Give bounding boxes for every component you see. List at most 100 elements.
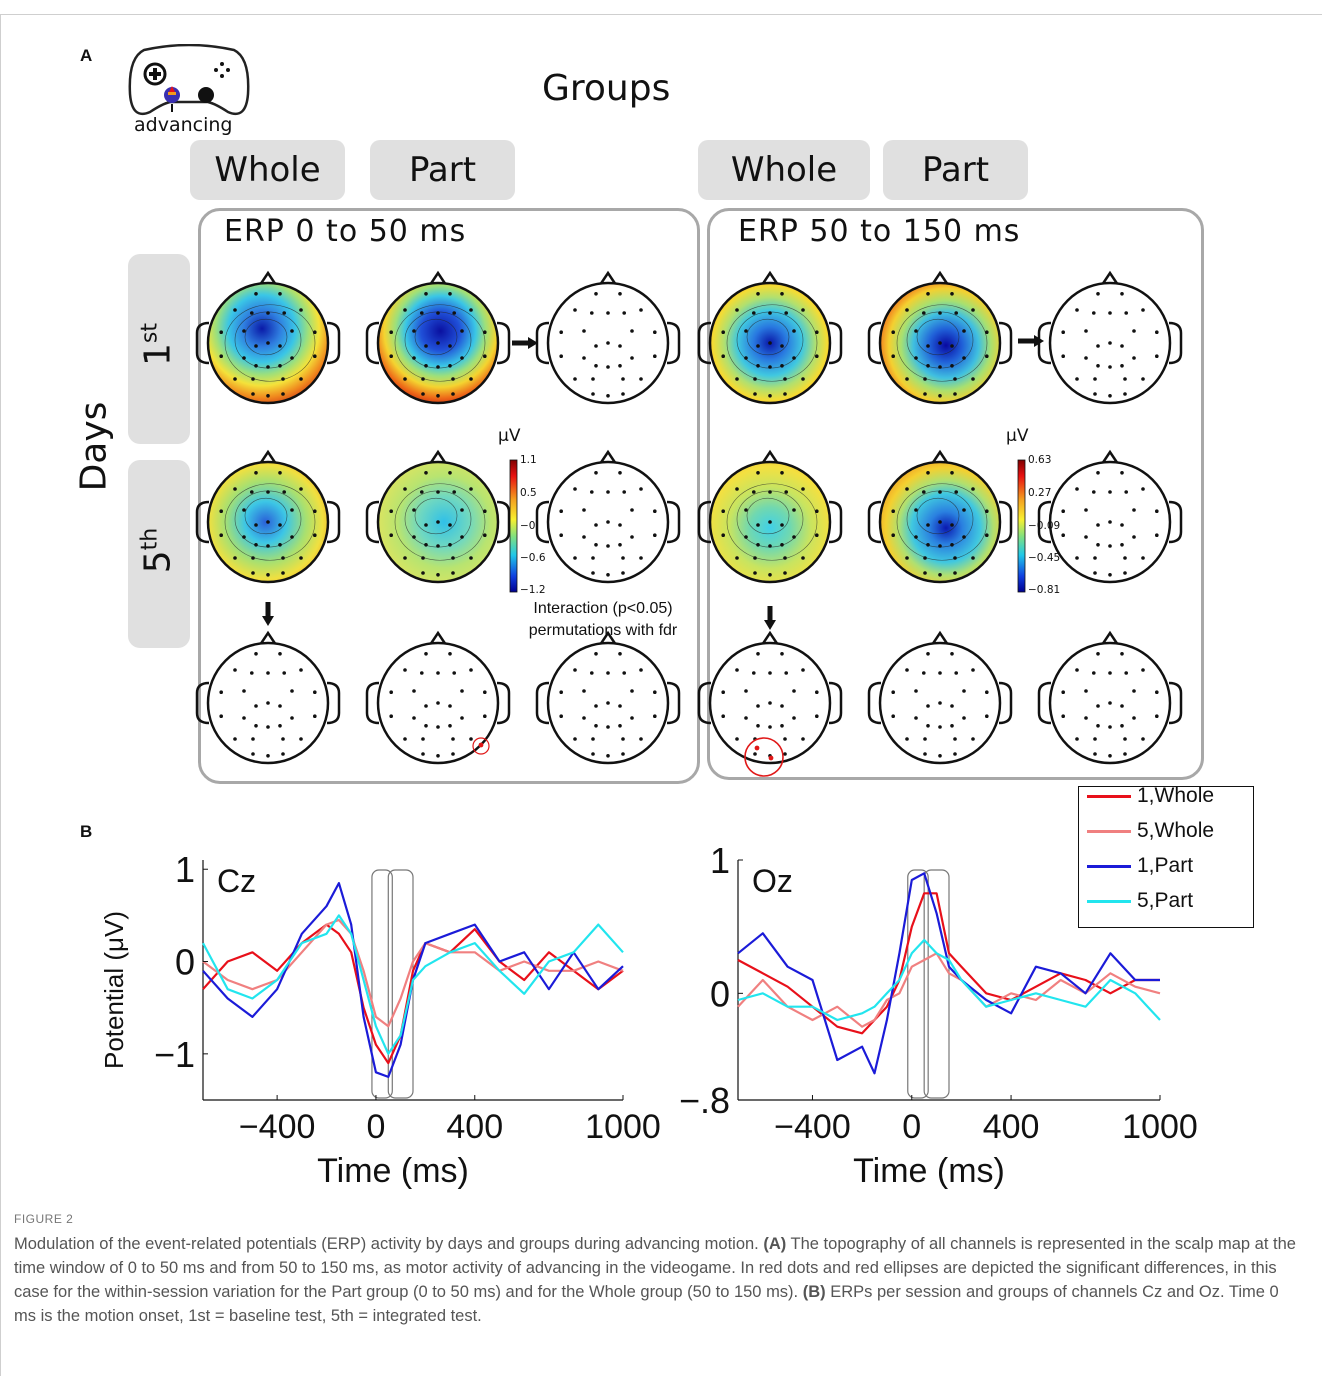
electrode-dot: [448, 471, 452, 475]
series-line-5-part: [737, 938, 1161, 1022]
electrode-dot: [621, 556, 625, 560]
electrode-dot: [768, 394, 772, 398]
electrode-dot: [460, 535, 464, 539]
electrode-dot: [266, 701, 270, 705]
electrode-dot: [594, 724, 598, 728]
electrode-dot: [1096, 471, 1100, 475]
colorbar-2: [1017, 459, 1026, 593]
electrode-dot: [436, 701, 440, 705]
electrode-dot: [424, 344, 428, 348]
electrode-dot: [233, 377, 237, 381]
electrode-dot: [403, 737, 407, 741]
electrode-dot: [953, 377, 957, 381]
colorbar-2-tick-1: 0.27: [1028, 487, 1052, 499]
x-tick-label: −400: [774, 1108, 851, 1146]
electrode-dot: [756, 364, 760, 368]
electrode-dot: [1096, 292, 1100, 296]
electrode-dot: [622, 671, 626, 675]
electrode-dot: [1084, 356, 1088, 360]
electrode-dot: [436, 520, 440, 524]
electrode-dot: [250, 311, 254, 315]
electrode-dot: [752, 490, 756, 494]
electrode-dot: [278, 364, 282, 368]
scalp-maps-layer: [195, 270, 1183, 777]
electrode-dot: [594, 364, 598, 368]
electrode-dot: [590, 671, 594, 675]
y-tick-label: 1: [710, 840, 730, 881]
electrode-dot: [594, 652, 598, 656]
highlight-window: [371, 869, 393, 1099]
electrode-dot: [278, 471, 282, 475]
electrode-dot: [299, 737, 303, 741]
contour-line: [414, 497, 458, 535]
ear-right: [496, 500, 511, 544]
electrode-dot: [1132, 689, 1136, 693]
electrode-dot: [938, 341, 942, 345]
ear-left: [697, 500, 712, 544]
electrode-dot: [313, 690, 317, 694]
electrode-dot: [891, 533, 895, 537]
electrode-dot: [926, 724, 930, 728]
electrode-dot: [1084, 329, 1088, 333]
electrode-dot: [1061, 354, 1065, 359]
electrode-dot: [424, 724, 428, 728]
electrode-dot: [606, 311, 610, 315]
electrode-dot: [792, 356, 796, 360]
electrode-dot: [962, 356, 966, 360]
electrode-dot: [630, 356, 634, 360]
electrode-dot: [950, 344, 954, 348]
electrode-dot: [1096, 344, 1100, 348]
electrode-dot: [594, 344, 598, 348]
electrode-dot: [985, 533, 989, 537]
electrode-dot: [290, 508, 294, 512]
electrode-dot: [281, 737, 285, 741]
electrode-dot: [938, 490, 942, 494]
electrode-dot: [618, 364, 622, 368]
electrode-dot: [914, 535, 918, 539]
electrode-dot: [721, 690, 725, 694]
electrode-dot: [639, 668, 643, 672]
window-box-0-50: [198, 208, 700, 784]
electrode-dot: [290, 716, 294, 720]
ear-right: [496, 681, 511, 725]
electrode-dot: [950, 292, 954, 296]
electrode-dot: [1155, 690, 1159, 694]
x-tick-label: 400: [446, 1108, 503, 1146]
electrode-dot: [938, 365, 942, 369]
group-label-whole-1: Whole: [190, 140, 345, 200]
electrode-dot: [582, 329, 586, 333]
electrode-dot: [460, 508, 464, 512]
electrode-dot: [962, 689, 966, 693]
electrode-dot: [403, 377, 407, 381]
ear-left: [1037, 500, 1052, 544]
electrode-dot: [448, 543, 452, 547]
highlight-window: [923, 869, 950, 1099]
electrode-dot: [1093, 556, 1097, 560]
electrode-dot: [389, 354, 394, 359]
electrode-dot: [630, 535, 634, 539]
electrode-dot: [573, 668, 577, 672]
electrode-dot: [618, 292, 622, 296]
electrode-dot: [242, 716, 246, 720]
electrode-dot: [1120, 292, 1124, 296]
electrode-dot: [630, 508, 634, 512]
electrode-dot: [891, 330, 895, 335]
electrode-dot: [1075, 668, 1079, 672]
electrode-dot: [905, 556, 909, 560]
electrode-dot: [801, 308, 805, 312]
electrode-dot: [266, 671, 270, 675]
electrode-dot: [590, 311, 594, 315]
electrode-dot: [290, 329, 294, 333]
scalp-50-150-whole-day1: [697, 270, 843, 405]
electrode-dot: [753, 752, 757, 756]
scalp-50-150-interaction-day1: [1037, 270, 1183, 405]
scalp-0-50-interaction-days: [535, 630, 681, 765]
electrode-dot: [985, 714, 989, 718]
electrode-dot: [606, 490, 610, 494]
electrode-dot: [582, 356, 586, 360]
ear-right: [1168, 500, 1183, 544]
electrode-dot: [420, 311, 424, 315]
electrode-dot: [582, 535, 586, 539]
electrode-dot: [281, 752, 285, 756]
electrode-dot: [914, 329, 918, 333]
